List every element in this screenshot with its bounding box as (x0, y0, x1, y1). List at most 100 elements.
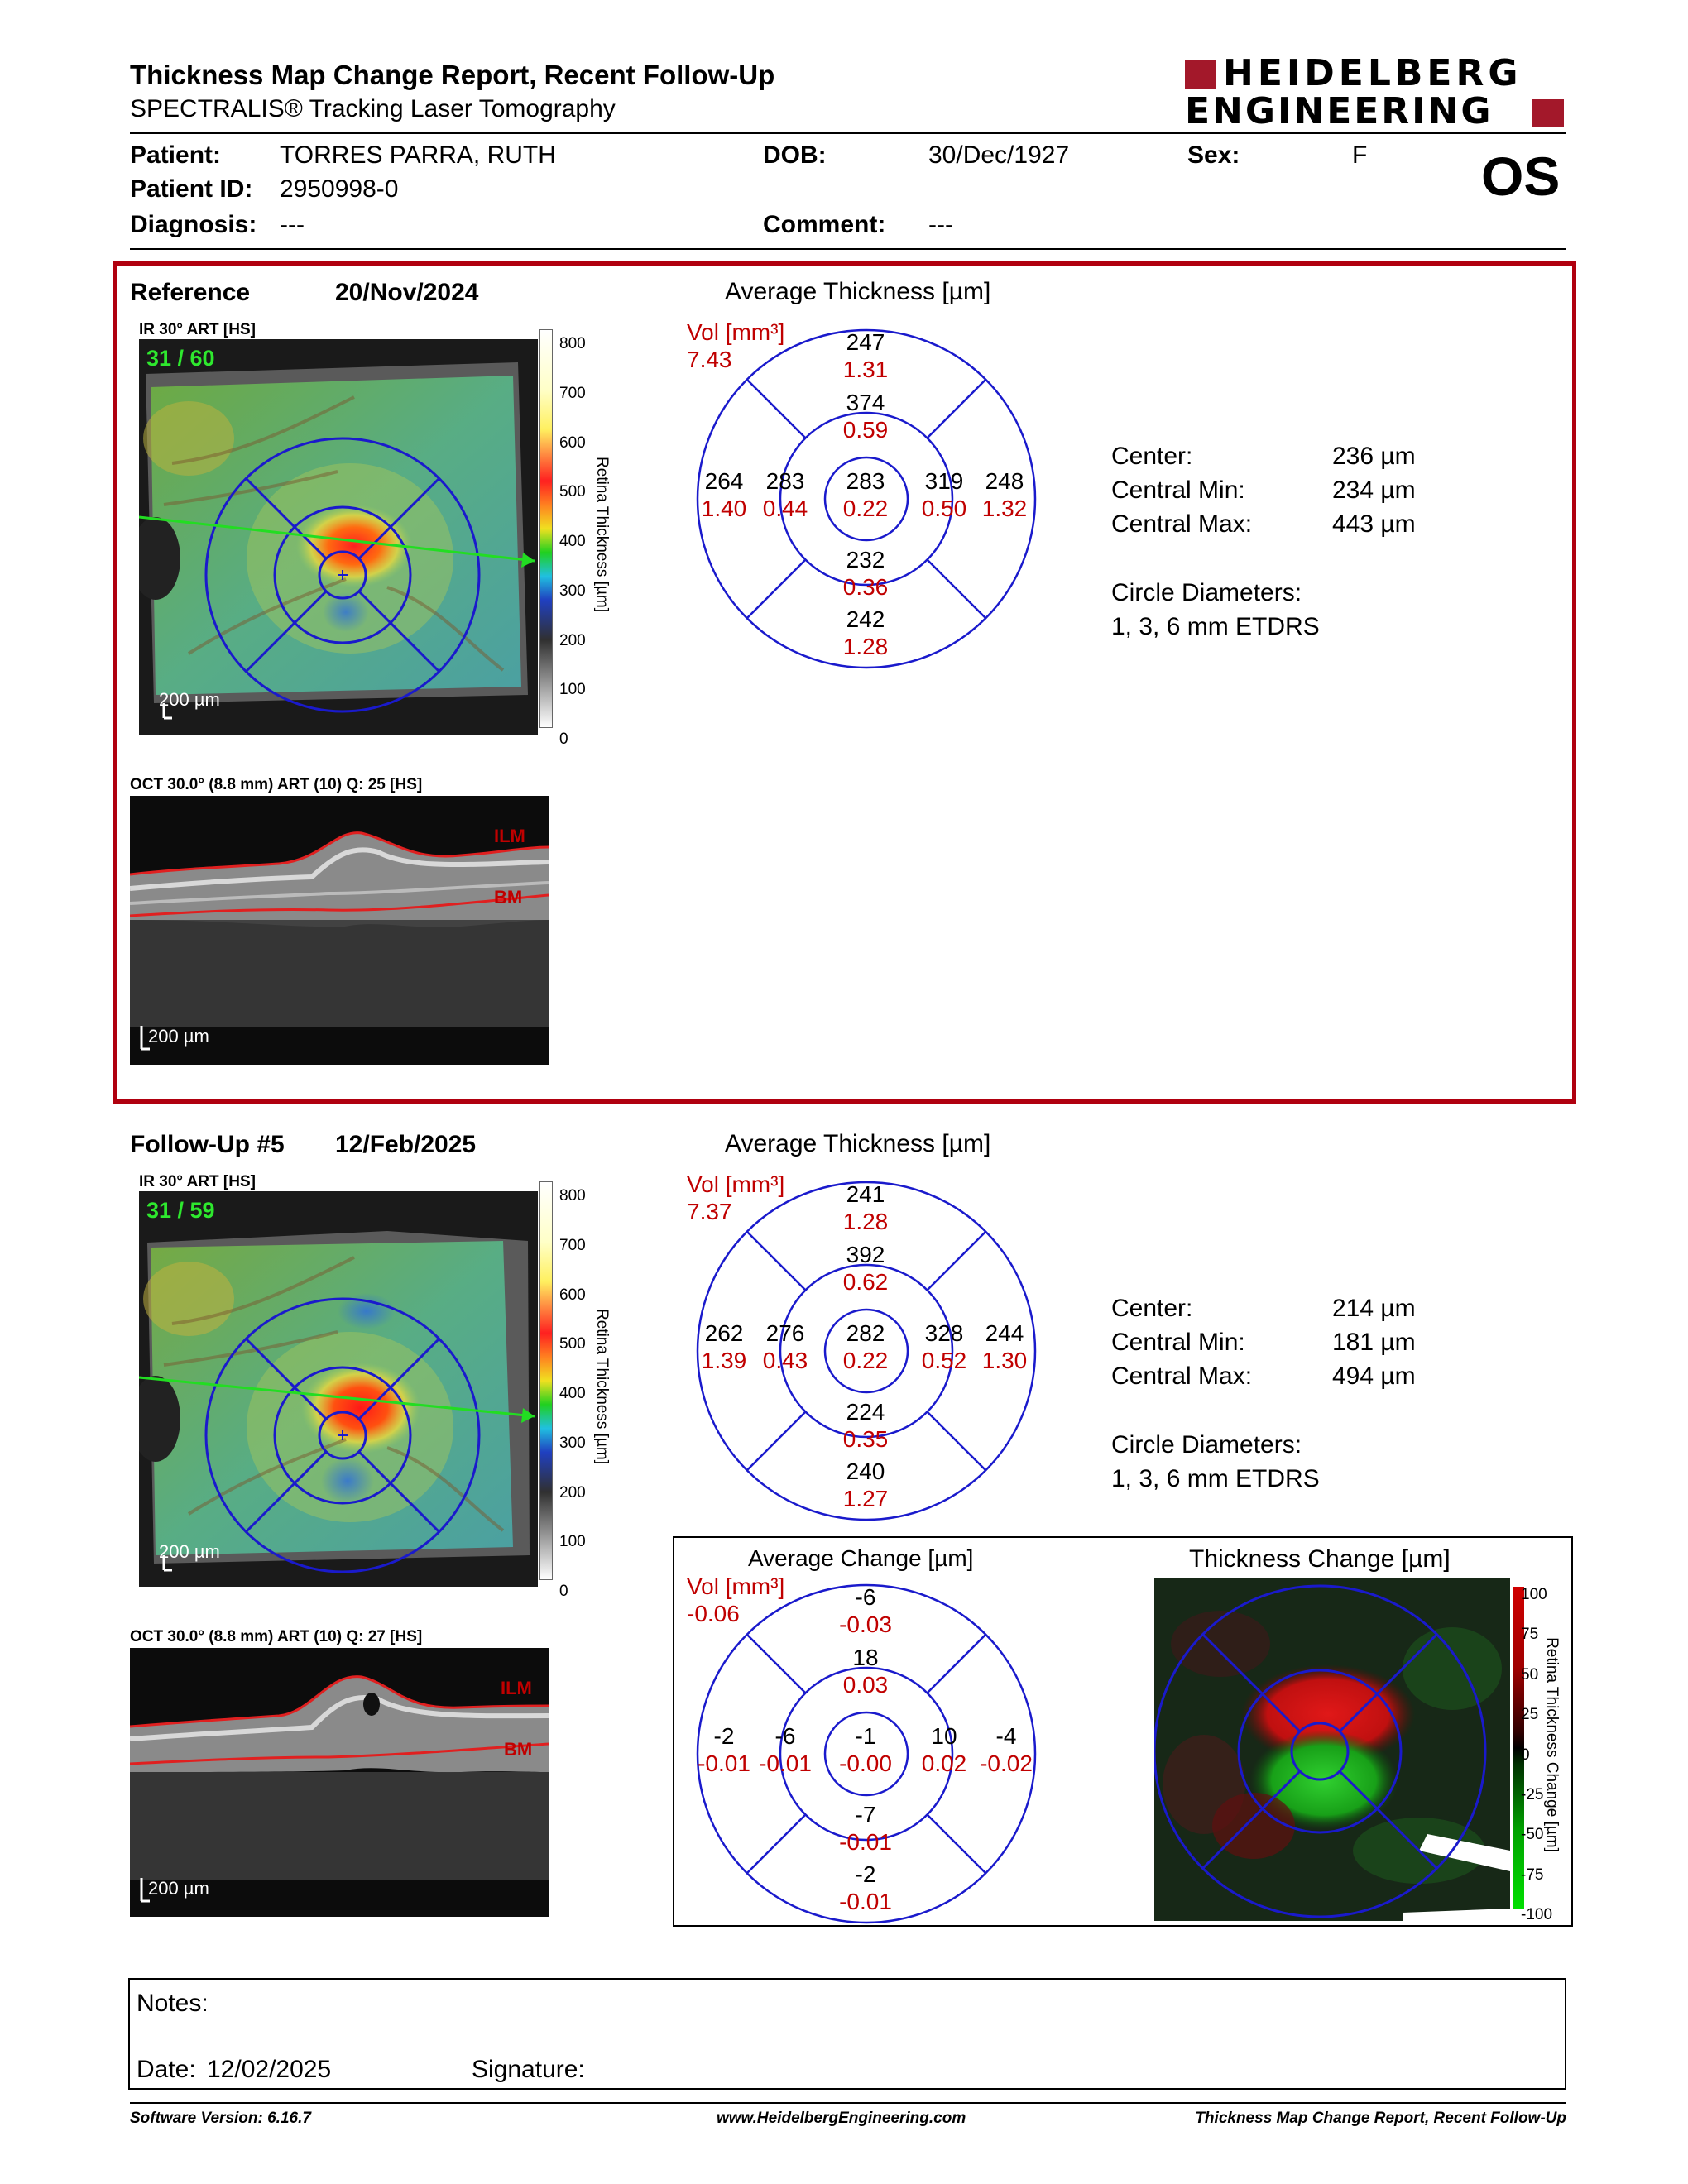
change-colorbar-tick: -50 (1521, 1826, 1544, 1844)
reference-max-label: Central Max: (1111, 510, 1253, 538)
followup-vol-label: Vol [mm³] (687, 1171, 785, 1197)
followup-title: Follow-Up #5 (130, 1131, 285, 1158)
followup-colorbar (539, 1181, 553, 1580)
notes-date-label: Date: (137, 2056, 196, 2083)
notes-box[interactable] (128, 1978, 1566, 2090)
change-colorbar-tick: 0 (1521, 1746, 1530, 1764)
change-map-image[interactable] (1154, 1578, 1510, 1921)
change-colorbar-ticks: 100 75 50 25 0 -25 -50 -75 -100 (1521, 1575, 1562, 1936)
reference-center-value: 236 µm (1332, 443, 1416, 470)
heidelberg-logo: HEIDELBERG ENGINEERING (1185, 53, 1566, 134)
reference-oct-image[interactable]: ILM BM 200 µm (130, 796, 549, 1065)
change-colorbar-tick: -75 (1521, 1866, 1544, 1884)
followup-colorbar-label: Retina Thickness [µm] (593, 1309, 611, 1464)
followup-inner-left-volume: 0.43 (762, 1348, 808, 1373)
followup-max-label: Central Max: (1111, 1363, 1253, 1390)
reference-outer-bottom-volume: 1.28 (842, 634, 889, 659)
reference-inner-bottom-thickness: 232 (846, 547, 885, 572)
colorbar-tick: 100 (559, 681, 586, 699)
logo-text-line2: ENGINEERING (1185, 90, 1494, 132)
colorbar-tick: 800 (559, 1187, 586, 1205)
reference-center-thickness: 283 (846, 468, 885, 494)
followup-outer-bottom-volume: 1.27 (842, 1486, 889, 1511)
footer-software-version: Software Version: 6.16.7 (130, 2110, 311, 2127)
change-map-heading: Thickness Change [µm] (1189, 1545, 1451, 1573)
followup-inner-bottom-thickness: 224 (846, 1399, 885, 1425)
followup-ilm-label: ILM (501, 1678, 532, 1698)
diagnosis-label: Diagnosis: (130, 211, 257, 238)
followup-inner-left-thickness: 276 (765, 1320, 805, 1346)
change-outer-bottom-volume: -0.01 (839, 1889, 892, 1914)
followup-ir-counter: 31 / 59 (146, 1198, 215, 1223)
change-inner-bottom-thickness: -7 (855, 1802, 876, 1827)
followup-center-value: 214 µm (1332, 1295, 1416, 1322)
patient-id-label: Patient ID: (130, 175, 253, 203)
followup-outer-top-volume: 1.28 (842, 1209, 889, 1234)
reference-inner-right-volume: 0.50 (921, 496, 967, 521)
reference-colorbar-ticks: 800 700 600 500 400 300 200 100 0 (559, 319, 592, 764)
change-outer-left-thickness: -2 (713, 1723, 735, 1749)
change-colorbar-tick: 75 (1521, 1626, 1539, 1644)
followup-oct-image[interactable]: ILM BM 200 µm (130, 1648, 549, 1917)
change-panel (673, 1536, 1573, 1927)
followup-min-label: Central Min: (1111, 1329, 1245, 1356)
change-inner-right-volume: 0.02 (921, 1751, 967, 1776)
footer-website-link[interactable]: www.HeidelbergEngineering.com (717, 2110, 966, 2127)
reference-ir-scale: 200 µm (159, 689, 220, 710)
comment-value: --- (928, 211, 953, 238)
change-inner-left-thickness: -6 (774, 1723, 796, 1749)
change-inner-left-volume: -0.01 (759, 1751, 812, 1776)
reference-title: Reference (130, 279, 251, 306)
reference-oct-label: OCT 30.0° (8.8 mm) ART (10) Q: 25 [HS] (130, 776, 423, 793)
change-colorbar-tick: -25 (1521, 1786, 1544, 1804)
followup-inner-right-volume: 0.52 (921, 1348, 967, 1373)
dob-label: DOB: (763, 141, 827, 169)
reference-ir-image[interactable]: 31 / 60 200 µm (139, 339, 538, 735)
colorbar-tick: 300 (559, 1434, 586, 1452)
notes-label: Notes: (137, 1990, 209, 2017)
change-colorbar-tick: 25 (1521, 1706, 1539, 1724)
signature-label: Signature: (472, 2056, 585, 2083)
notes-date-value: 12/02/2025 (207, 2056, 332, 2083)
followup-ir-image[interactable]: 31 / 59 200 µm (139, 1191, 538, 1587)
reference-inner-bottom-volume: 0.36 (842, 574, 889, 600)
reference-inner-right-thickness: 319 (924, 468, 964, 494)
footer-report-name: Thickness Map Change Report, Recent Foll… (1195, 2110, 1566, 2127)
followup-outer-left-thickness: 262 (704, 1320, 744, 1346)
reference-min-label: Central Min: (1111, 477, 1245, 504)
followup-outer-left-volume: 1.39 (701, 1348, 747, 1373)
reference-etdrs-heading: Average Thickness [µm] (725, 278, 991, 305)
change-etdrs-grid (696, 1583, 1037, 1924)
reference-outer-right-thickness: 248 (985, 468, 1024, 494)
colorbar-tick: 500 (559, 1335, 586, 1353)
colorbar-tick: 800 (559, 335, 586, 352)
followup-oct-scale: 200 µm (148, 1878, 209, 1899)
change-inner-right-thickness: 10 (931, 1723, 957, 1749)
followup-center-volume: 0.22 (842, 1348, 889, 1373)
followup-min-value: 181 µm (1332, 1329, 1416, 1356)
change-colorbar-tick: 50 (1521, 1665, 1539, 1684)
reference-max-value: 443 µm (1332, 510, 1416, 538)
change-colorbar-tick: -100 (1521, 1906, 1553, 1924)
followup-ir-scale: 200 µm (159, 1541, 220, 1562)
reference-frame (113, 261, 1576, 1104)
logo-text-line1: HEIDELBERG (1223, 52, 1523, 94)
change-inner-top-volume: 0.03 (842, 1672, 889, 1698)
change-outer-bottom-thickness: -2 (855, 1861, 876, 1887)
change-inner-top-thickness: 18 (852, 1645, 879, 1670)
reference-center-volume: 0.22 (842, 496, 889, 521)
followup-inner-right-thickness: 328 (924, 1320, 964, 1346)
report-subtitle: SPECTRALIS® Tracking Laser Tomography (130, 95, 616, 122)
colorbar-tick: 400 (559, 1385, 586, 1402)
change-outer-left-volume: -0.01 (698, 1751, 750, 1776)
colorbar-tick: 700 (559, 1236, 586, 1254)
followup-outer-right-volume: 1.30 (981, 1348, 1028, 1373)
change-colorbar-tick: 100 (1521, 1586, 1547, 1603)
reference-inner-left-thickness: 283 (765, 468, 805, 494)
reference-diam-label: Circle Diameters: (1111, 579, 1302, 606)
followup-ir-label: IR 30° ART [HS] (139, 1173, 256, 1190)
followup-etdrs-grid (696, 1181, 1037, 1521)
followup-center-thickness: 282 (846, 1320, 885, 1346)
colorbar-tick: 200 (559, 631, 586, 649)
followup-inner-bottom-volume: 0.35 (842, 1426, 889, 1452)
